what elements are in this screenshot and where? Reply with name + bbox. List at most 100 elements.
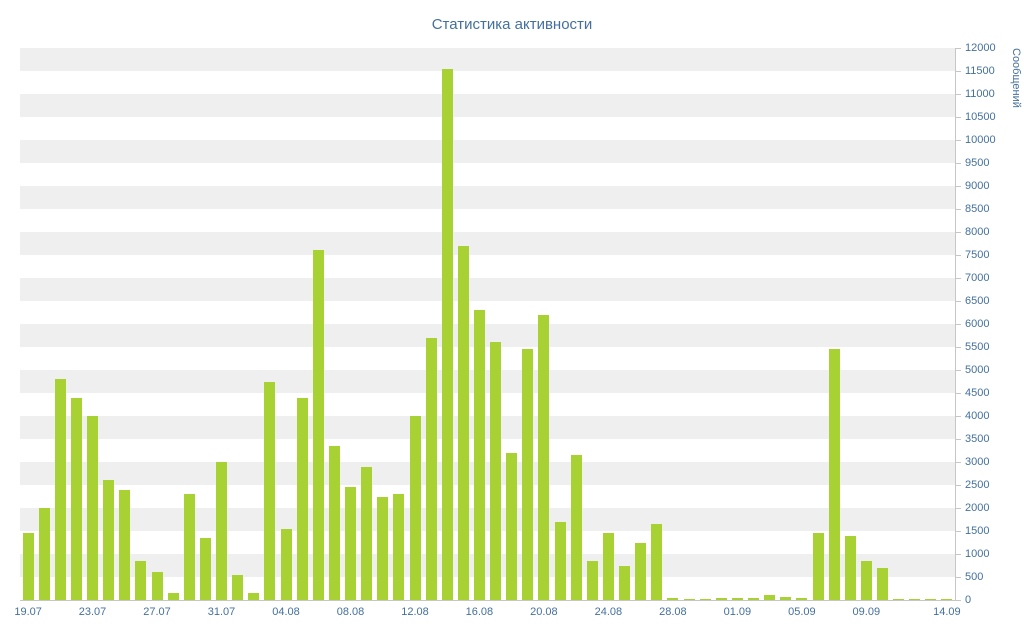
y-tick-label: 9500 (965, 157, 990, 169)
y-tick-label: 2000 (965, 502, 990, 514)
bar[interactable] (731, 597, 743, 600)
x-tick-label: 20.08 (530, 606, 558, 618)
bar[interactable] (780, 597, 792, 600)
bar[interactable] (38, 508, 50, 600)
bar[interactable] (683, 598, 695, 600)
x-tick-label: 27.07 (143, 606, 171, 618)
y-tick-label: 7000 (965, 272, 990, 284)
bar[interactable] (651, 524, 663, 600)
bar[interactable] (909, 599, 921, 600)
y-axis-title: Сообщений (1010, 48, 1022, 108)
bar[interactable] (119, 489, 131, 600)
y-axis-tick (956, 600, 961, 601)
bar[interactable] (538, 314, 550, 600)
bar[interactable] (87, 416, 98, 600)
y-axis-tick (956, 508, 961, 509)
bar[interactable] (199, 537, 211, 600)
bar[interactable] (860, 560, 872, 600)
bar[interactable] (425, 337, 437, 600)
bar[interactable] (473, 310, 485, 600)
bar[interactable] (764, 595, 776, 600)
bar[interactable] (377, 496, 389, 600)
bar[interactable] (22, 533, 34, 600)
x-tick-label: 16.08 (465, 606, 494, 618)
y-axis-tick (956, 485, 961, 486)
bar[interactable] (635, 542, 647, 600)
bar[interactable] (248, 593, 260, 600)
bar[interactable] (409, 416, 421, 600)
bar[interactable] (748, 598, 759, 600)
y-tick-label: 1500 (965, 525, 990, 537)
y-tick-label: 6500 (965, 295, 990, 307)
bar[interactable] (54, 379, 66, 600)
x-tick-label: 09.09 (852, 606, 881, 618)
y-axis-tick (956, 232, 961, 233)
bar[interactable] (925, 599, 937, 600)
bar[interactable] (828, 349, 840, 600)
bar[interactable] (264, 381, 276, 600)
bar[interactable] (877, 567, 888, 600)
bar[interactable] (216, 462, 227, 600)
bar[interactable] (103, 480, 115, 600)
bar[interactable] (554, 521, 566, 600)
x-tick-label: 28.08 (659, 606, 687, 618)
x-tick-label: 23.07 (78, 606, 107, 618)
bar[interactable] (506, 452, 518, 600)
bar[interactable] (667, 597, 679, 600)
bar[interactable] (796, 598, 808, 600)
y-tick-label: 0 (965, 594, 972, 606)
x-tick-label: 12.08 (401, 606, 429, 618)
bar[interactable] (183, 494, 195, 600)
x-tick-label: 05.09 (788, 606, 816, 618)
y-axis-tick (956, 531, 961, 532)
y-axis-tick (956, 186, 961, 187)
y-axis-tick (956, 117, 961, 118)
bar[interactable] (602, 533, 614, 600)
y-axis-tick (956, 94, 961, 95)
bar[interactable] (151, 572, 163, 600)
bar[interactable] (345, 487, 356, 600)
bar[interactable] (570, 455, 582, 600)
bar[interactable] (70, 397, 82, 600)
bar[interactable] (361, 466, 373, 600)
bar[interactable] (232, 574, 244, 600)
y-axis-line (955, 48, 956, 601)
y-axis-tick (956, 48, 961, 49)
bar[interactable] (457, 245, 469, 600)
y-axis-tick (956, 140, 961, 141)
bar[interactable] (699, 598, 711, 600)
y-tick-label: 500 (965, 571, 984, 583)
bar[interactable] (619, 565, 630, 600)
bar[interactable] (844, 535, 856, 600)
bar[interactable] (280, 528, 292, 600)
y-axis-tick (956, 554, 961, 555)
bar[interactable] (135, 560, 147, 600)
y-axis-tick (956, 577, 961, 578)
y-tick-label: 1000 (965, 548, 990, 560)
x-tick-label: 01.09 (723, 606, 752, 618)
bar[interactable] (441, 68, 453, 600)
bar[interactable] (490, 342, 502, 600)
bar[interactable] (393, 494, 405, 600)
bar[interactable] (893, 598, 905, 600)
bar[interactable] (522, 349, 534, 600)
y-axis-tick (956, 439, 961, 440)
y-tick-label: 8000 (965, 226, 990, 238)
bar[interactable] (941, 599, 953, 600)
bar[interactable] (328, 445, 340, 600)
y-tick-label: 7500 (965, 249, 990, 261)
bar[interactable] (167, 593, 179, 600)
x-tick-label: 04.08 (272, 606, 300, 618)
bars-container (20, 48, 955, 600)
bar[interactable] (586, 560, 598, 600)
chart-title: Статистика активности (431, 16, 593, 33)
y-tick-label: 10500 (965, 111, 996, 123)
y-axis-tick (956, 301, 961, 302)
y-axis-tick (956, 347, 961, 348)
y-axis-tick (956, 209, 961, 210)
bar[interactable] (312, 250, 324, 600)
bar[interactable] (812, 533, 824, 600)
bar[interactable] (715, 597, 727, 600)
bar[interactable] (296, 397, 308, 600)
plot-stripes (20, 48, 955, 600)
